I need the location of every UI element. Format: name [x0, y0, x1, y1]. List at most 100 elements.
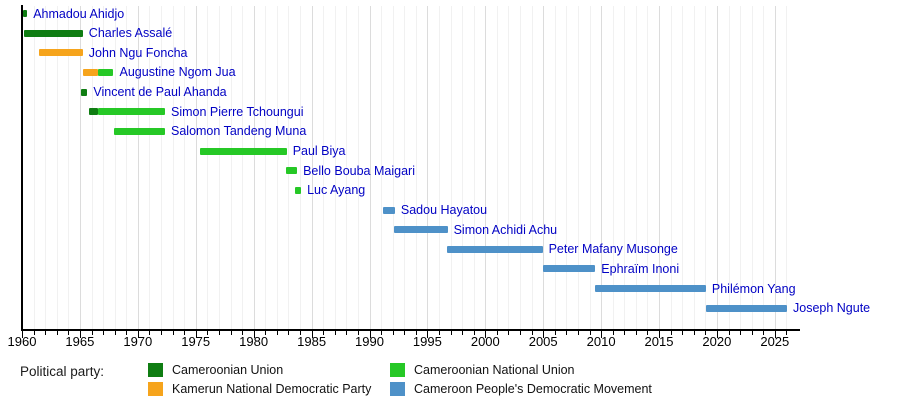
person-label-7[interactable]: Salomon Tandeng Muna — [171, 124, 307, 139]
gridline-1988 — [346, 6, 348, 330]
person-label-16[interactable]: Joseph Ngute — [793, 301, 871, 316]
axis-tick-label-2000: 2000 — [470, 334, 500, 349]
person-label-14[interactable]: Ephraïm Inoni — [601, 261, 680, 276]
axis-tick-1961 — [33, 331, 35, 335]
legend-item-kndp: Kamerun National Democratic Party — [148, 382, 371, 396]
axis-tick-label-1990: 1990 — [355, 334, 384, 349]
axis-tick-2000 — [485, 331, 487, 338]
axis-tick-label-1960: 1960 — [7, 334, 37, 349]
timeline-bar-15 — [595, 285, 706, 293]
person-label-2[interactable]: Charles Assalé — [88, 26, 173, 41]
gridline-2000 — [485, 6, 487, 330]
axis-tick-1963 — [56, 331, 58, 335]
y-axis-line — [21, 5, 23, 331]
axis-tick-label-1995: 1995 — [412, 334, 442, 349]
person-label-13[interactable]: Peter Mafany Musonge — [548, 242, 678, 257]
x-axis-line — [21, 329, 800, 331]
timeline-bar-7 — [113, 127, 165, 135]
axis-tick-2019 — [705, 331, 707, 335]
person-label-9[interactable]: Bello Bouba Maigari — [303, 163, 415, 178]
gridline-1975 — [195, 6, 197, 330]
person-label-1[interactable]: Ahmadou Ahidjo — [33, 6, 125, 21]
person-label-12[interactable]: Simon Achidi Achu — [453, 222, 558, 237]
gridline-2001 — [496, 6, 498, 330]
axis-tick-2005 — [543, 331, 545, 338]
axis-tick-2009 — [589, 331, 591, 335]
axis-tick-1996 — [439, 331, 440, 335]
timeline-bar-9 — [285, 167, 298, 175]
gridline-1965 — [79, 6, 81, 330]
timeline-bar-3 — [39, 49, 83, 57]
axis-tick-2012 — [624, 331, 626, 335]
gridline-2014 — [647, 6, 649, 330]
timeline-bar-2 — [24, 29, 83, 37]
timeline-bar-1 — [22, 10, 28, 17]
axis-tick-1976 — [207, 331, 209, 335]
gridline-1996 — [439, 6, 440, 330]
person-label-15[interactable]: Philémon Yang — [711, 281, 796, 296]
gridline-2024 — [763, 6, 765, 330]
axis-tick-1973 — [172, 331, 174, 335]
timeline-bar-14 — [542, 265, 596, 273]
gridline-2022 — [740, 6, 742, 330]
gridline-2020 — [716, 6, 718, 330]
axis-tick-2004 — [531, 331, 533, 335]
axis-tick-1989 — [357, 331, 359, 335]
axis-tick-1979 — [242, 331, 244, 335]
axis-tick-label-2020: 2020 — [702, 334, 732, 349]
gridline-1974 — [184, 6, 186, 330]
axis-tick-1968 — [114, 331, 116, 335]
timeline-bar-6 — [88, 108, 98, 116]
axis-tick-1969 — [126, 331, 128, 335]
axis-tick-2010 — [601, 331, 603, 338]
axis-tick-label-1965: 1965 — [65, 334, 95, 349]
gridline-2019 — [705, 6, 707, 330]
gridline-1967 — [103, 6, 105, 330]
axis-tick-label-1980: 1980 — [239, 334, 269, 349]
gridline-2016 — [670, 6, 672, 330]
axis-tick-1988 — [346, 331, 348, 335]
gridline-1980 — [253, 6, 255, 330]
person-label-10[interactable]: Luc Ayang — [307, 183, 366, 198]
axis-tick-1984 — [300, 331, 301, 335]
gridline-1982 — [276, 6, 278, 330]
axis-tick-label-1970: 1970 — [123, 334, 153, 349]
axis-tick-1993 — [404, 331, 406, 335]
gridline-1989 — [357, 6, 359, 330]
timeline-bar-16 — [705, 304, 787, 312]
legend-label-cpdm: Cameroon People's Democratic Movement — [414, 382, 652, 396]
gridline-1991 — [381, 6, 382, 330]
axis-tick-1982 — [276, 331, 278, 335]
person-label-11[interactable]: Sadou Hayatou — [400, 203, 488, 217]
gridline-1998 — [462, 6, 464, 330]
person-label-8[interactable]: Paul Biya — [292, 144, 346, 158]
gridline-2013 — [635, 6, 637, 330]
gridline-2004 — [531, 6, 533, 330]
axis-tick-2018 — [693, 331, 695, 335]
gridline-2005 — [543, 6, 545, 330]
axis-tick-1981 — [265, 331, 267, 335]
axis-tick-1983 — [288, 331, 290, 335]
gridline-1995 — [427, 6, 429, 330]
gridline-1969 — [126, 6, 128, 330]
axis-tick-2021 — [728, 331, 730, 335]
gridline-1971 — [149, 6, 151, 330]
timeline-bar-4 — [97, 68, 114, 76]
axis-tick-2011 — [612, 331, 614, 335]
person-label-4[interactable]: Augustine Ngom Jua — [119, 65, 236, 80]
axis-tick-2015 — [659, 331, 660, 338]
gridline-1972 — [161, 6, 162, 330]
axis-tick-1977 — [218, 331, 220, 335]
axis-tick-2016 — [670, 331, 672, 335]
gridline-2008 — [577, 6, 579, 330]
gridline-1968 — [114, 6, 116, 330]
axis-tick-1994 — [415, 331, 417, 335]
axis-tick-2003 — [520, 331, 521, 335]
person-label-5[interactable]: Vincent de Paul Ahanda — [93, 85, 227, 100]
gridline-2002 — [508, 6, 510, 330]
person-label-3[interactable]: John Ngu Foncha — [88, 45, 188, 60]
person-label-6[interactable]: Simon Pierre Tchoungui — [171, 104, 304, 119]
gridline-2026 — [786, 6, 788, 330]
axis-tick-2025 — [774, 331, 776, 338]
axis-tick-2026 — [786, 331, 788, 335]
